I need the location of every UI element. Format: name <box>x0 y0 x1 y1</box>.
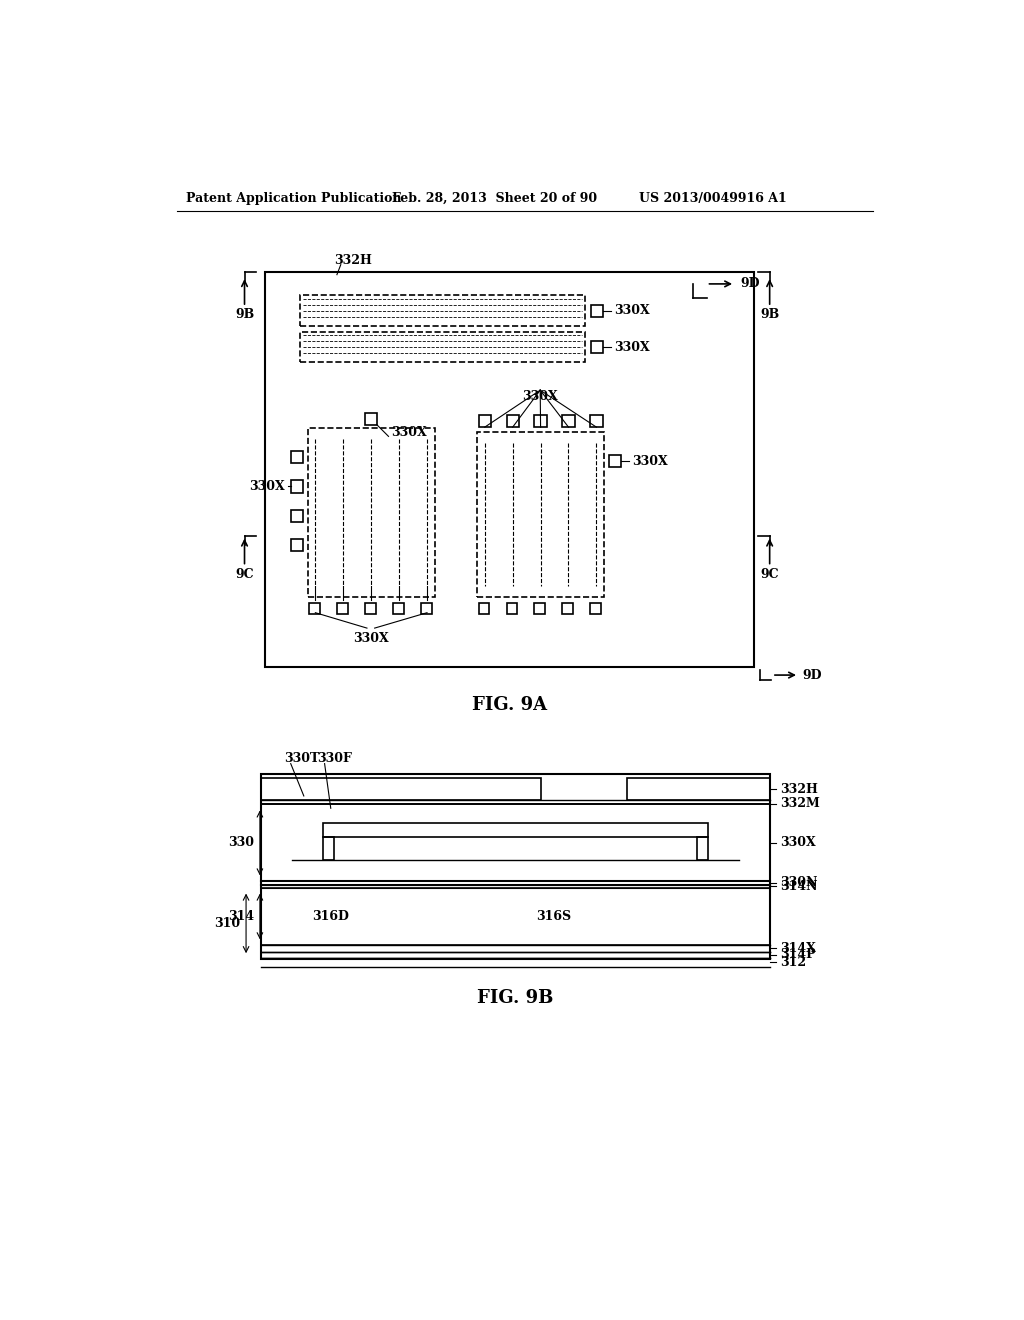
Bar <box>261 775 770 960</box>
Bar <box>323 822 708 837</box>
Bar <box>628 779 770 800</box>
Text: 9C: 9C <box>236 568 254 581</box>
Bar <box>291 451 303 463</box>
Text: FIG. 9A: FIG. 9A <box>472 696 547 714</box>
Text: 9D: 9D <box>740 277 760 290</box>
Text: 330X: 330X <box>522 389 558 403</box>
Bar <box>477 432 604 598</box>
Text: 9D: 9D <box>803 668 822 681</box>
Bar <box>535 603 545 614</box>
Text: 314P: 314P <box>780 948 816 961</box>
Text: 9C: 9C <box>761 568 779 581</box>
Bar <box>291 510 303 521</box>
Bar <box>608 455 621 467</box>
Text: 312: 312 <box>780 956 807 969</box>
Text: FIG. 9B: FIG. 9B <box>477 989 554 1007</box>
Text: 330X: 330X <box>780 837 816 850</box>
Bar <box>307 428 435 598</box>
Bar <box>535 414 547 428</box>
Bar <box>421 603 432 614</box>
Text: 330: 330 <box>227 837 254 850</box>
Text: 332H: 332H <box>780 783 818 796</box>
Text: 330T: 330T <box>285 752 319 766</box>
Text: 314: 314 <box>227 909 254 923</box>
Text: 314N: 314N <box>780 879 818 892</box>
Bar <box>591 341 603 354</box>
Text: 316D: 316D <box>312 909 349 923</box>
Text: 330N: 330N <box>780 876 818 890</box>
Bar <box>323 837 334 859</box>
Bar <box>300 296 585 326</box>
Bar <box>309 603 319 614</box>
Bar <box>590 414 602 428</box>
Bar <box>697 837 708 859</box>
Text: 330X: 330X <box>353 632 389 645</box>
Bar <box>507 414 519 428</box>
Bar <box>365 603 376 614</box>
Bar <box>265 272 755 667</box>
Bar <box>365 413 377 425</box>
Bar <box>507 603 517 614</box>
Text: 332M: 332M <box>780 797 820 810</box>
Bar <box>591 305 603 317</box>
Bar <box>562 414 574 428</box>
Bar <box>478 414 490 428</box>
Text: 316S: 316S <box>537 909 571 923</box>
Text: 332H: 332H <box>335 253 373 267</box>
Bar <box>478 603 489 614</box>
Text: Feb. 28, 2013  Sheet 20 of 90: Feb. 28, 2013 Sheet 20 of 90 <box>392 191 597 205</box>
Text: 314X: 314X <box>780 942 816 954</box>
Text: US 2013/0049916 A1: US 2013/0049916 A1 <box>639 191 786 205</box>
Bar <box>261 887 770 945</box>
Text: 310: 310 <box>214 916 240 929</box>
Text: 330X: 330X <box>614 305 650 317</box>
Bar <box>291 480 303 492</box>
Text: 330X: 330X <box>632 454 668 467</box>
Bar <box>300 331 585 363</box>
Text: Patent Application Publication: Patent Application Publication <box>186 191 401 205</box>
Bar <box>261 779 541 800</box>
Bar <box>261 804 770 882</box>
Bar <box>337 603 348 614</box>
Text: 330F: 330F <box>316 752 352 766</box>
Text: 330X: 330X <box>391 426 427 440</box>
Text: 9B: 9B <box>234 308 254 321</box>
Bar <box>590 603 601 614</box>
Bar <box>393 603 403 614</box>
Text: 330X: 330X <box>249 480 285 492</box>
Text: 9B: 9B <box>760 308 779 321</box>
Bar <box>562 603 573 614</box>
Bar <box>291 539 303 552</box>
Text: 330X: 330X <box>614 341 650 354</box>
